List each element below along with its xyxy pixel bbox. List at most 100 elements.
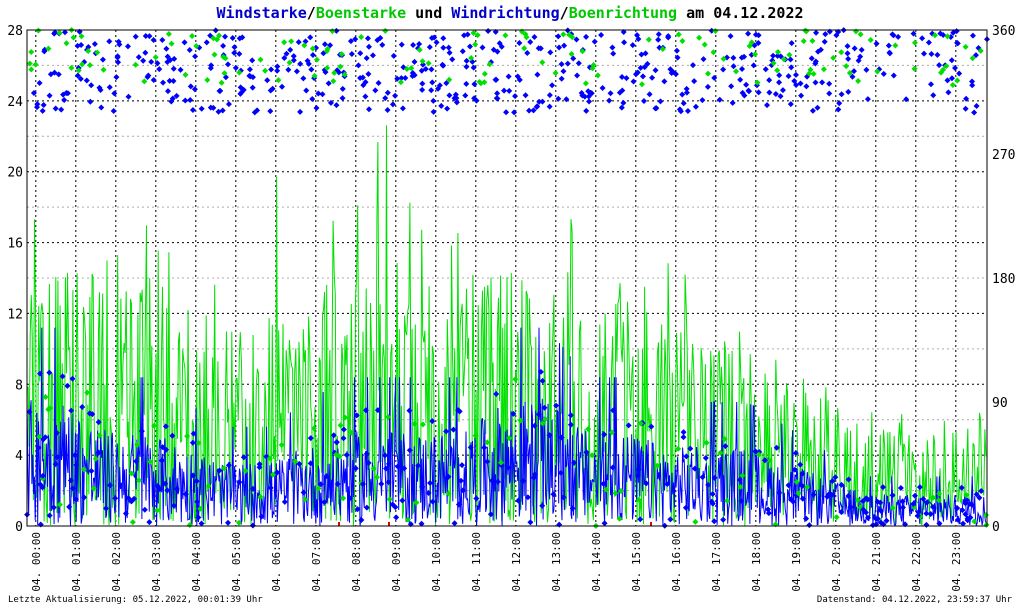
wind-direction-marker [192,53,199,60]
low-direction-marker [911,492,918,499]
wind-direction-marker [333,27,340,34]
low-direction-marker [80,466,87,473]
wind-direction-marker [560,68,567,75]
low-direction-marker [845,492,852,499]
wind-direction-marker [948,57,955,64]
low-direction-marker [829,477,836,484]
wind-direction-marker [431,34,438,41]
gust-direction-marker [481,70,488,77]
gust-direction-marker [75,67,82,74]
low-direction-marker [557,469,564,476]
gust-direction-marker [786,51,793,58]
wind-direction-marker [549,82,556,89]
low-direction-marker [739,472,746,479]
wind-direction-marker [382,95,389,102]
gust-direction-marker [331,69,338,76]
low-direction-marker [791,466,798,473]
low-direction-marker [162,423,169,430]
wind-direction-marker [39,107,46,114]
gust-direction-marker [211,51,218,58]
low-direction-marker [874,515,881,522]
low-direction-marker [708,498,715,505]
wind-direction-marker [222,33,229,40]
low-direction-marker [220,465,227,472]
wind-direction-marker [267,87,274,94]
gust-direction-marker [838,49,845,56]
wind-direction-marker [813,29,820,36]
low-direction-marker [608,429,615,436]
low-direction-marker [874,498,881,505]
low-direction-marker [527,519,534,526]
low-direction-marker [406,447,413,454]
wind-direction-marker [390,52,397,59]
low-direction-marker [269,471,276,478]
low-direction-marker [122,510,129,517]
gust-direction-marker [341,71,348,78]
low-direction-marker [569,505,576,512]
low-direction-marker [46,369,53,376]
low-direction-marker [72,496,79,503]
low-direction-marker [691,465,698,472]
wind-direction-marker [181,39,188,46]
wind-direction-marker [886,50,893,57]
low-direction-marker [296,460,303,467]
gust-direction-marker [568,51,575,58]
low-direction-marker [717,449,724,456]
low-direction-marker [797,461,804,468]
wind-direction-marker [583,33,590,40]
wind-direction-marker [494,48,501,55]
low-direction-marker [106,482,113,489]
wind-direction-marker [58,106,65,113]
wind-direction-marker [729,99,736,106]
low-direction-marker [64,382,71,389]
wind-direction-marker [755,39,762,46]
wind-direction-marker [766,89,773,96]
low-direction-marker [720,516,727,523]
wind-direction-marker [170,65,177,72]
wind-direction-marker [410,41,417,48]
gust-direction-marker [701,41,708,48]
gust-direction-marker [943,63,950,70]
low-direction-marker [354,506,361,513]
wind-direction-marker [61,29,68,36]
x-tick-label-0: 04. 00:00 [30,532,43,592]
wind-direction-marker [880,70,887,77]
gust-direction-marker [324,46,331,53]
low-direction-marker [337,422,344,429]
direction-markers [24,27,990,529]
wind-direction-marker [177,66,184,73]
wind-direction-marker [428,66,435,73]
title-boenrichtung: Boenrichtung [569,4,677,22]
gust-direction-marker [416,46,423,53]
wind-direction-marker [47,71,54,78]
wind-direction-marker [309,95,316,102]
wind-direction-marker [642,50,649,57]
wind-direction-marker [170,77,177,84]
low-direction-marker [71,452,78,459]
wind-direction-marker [555,33,562,40]
gust-direction-marker [754,79,761,86]
wind-direction-marker [511,109,518,116]
gust-direction-marker [752,51,759,58]
wind-direction-marker [641,64,648,71]
low-direction-marker [600,480,607,487]
wind-direction-marker [630,78,637,85]
wind-direction-marker [791,77,798,84]
low-direction-marker [703,439,710,446]
wind-direction-marker [512,93,519,100]
y-left-tick-16: 16 [7,237,23,252]
wind-direction-marker [207,104,214,111]
wind-direction-marker [247,73,254,80]
wind-direction-marker [620,29,627,36]
gust-direction-marker [193,42,200,49]
gust-direction-marker [774,48,781,55]
wind-direction-marker [699,97,706,104]
low-direction-marker [455,501,462,508]
wind-direction-marker [249,84,256,91]
wind-direction-marker [363,55,370,62]
wind-direction-marker [574,72,581,79]
wind-direction-marker [727,33,734,40]
wind-direction-marker [973,103,980,110]
wind-direction-marker [398,41,405,48]
wind-direction-marker [845,88,852,95]
